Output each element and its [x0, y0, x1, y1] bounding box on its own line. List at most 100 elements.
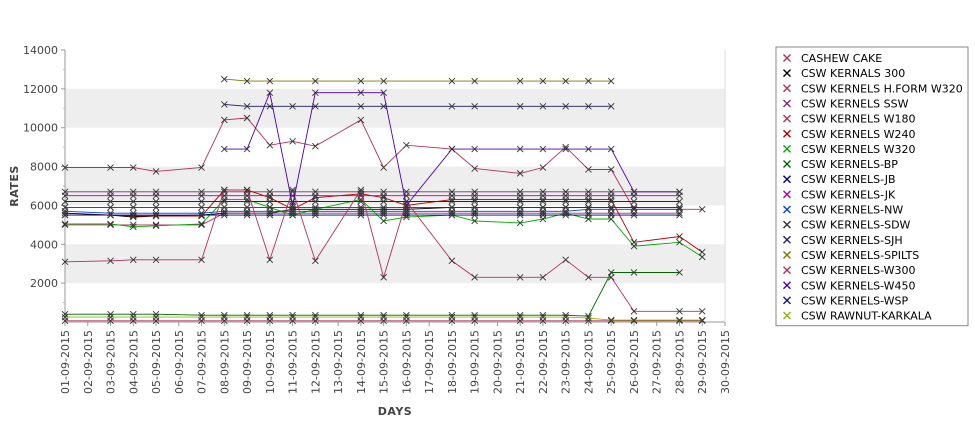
legend: CASHEW CAKE CSW KERNALS 300 CSW KERNELS H.…	[775, 46, 969, 327]
data-point	[266, 198, 274, 205]
data-point	[676, 211, 683, 219]
data-point	[61, 310, 69, 318]
data-point	[448, 313, 456, 321]
legend-marker	[783, 205, 791, 214]
data-point	[380, 217, 387, 225]
legend-marker	[783, 54, 791, 62]
data-point	[630, 269, 638, 276]
data-point	[585, 192, 592, 200]
data-point	[312, 313, 319, 321]
data-point	[107, 221, 114, 229]
legend-label: CSW KERNELS SSW	[801, 97, 909, 110]
data-point	[266, 204, 274, 211]
data-point	[471, 145, 478, 153]
data-point	[676, 188, 683, 196]
data-point	[107, 220, 114, 228]
data-point	[312, 103, 319, 110]
data-point	[220, 313, 228, 321]
x-tick-label: 02-09-2015	[82, 330, 95, 394]
legend-marker	[783, 84, 791, 93]
series-17	[61, 313, 706, 324]
legend-box	[775, 46, 969, 327]
data-point	[585, 211, 592, 219]
data-point	[266, 89, 274, 97]
legend-label: CSW KERNELS-JB	[801, 173, 896, 186]
x-tick-label: 27-09-2015	[651, 330, 664, 394]
data-point	[448, 204, 456, 211]
legend-marker	[783, 190, 791, 199]
series-9	[61, 192, 683, 200]
data-point	[266, 256, 274, 264]
data-point	[152, 222, 160, 230]
data-point	[562, 103, 570, 110]
legend-label: CSW KERNELS H.FORM W320	[801, 82, 963, 95]
data-point	[289, 103, 296, 110]
data-point	[698, 317, 706, 325]
series-line	[65, 272, 680, 317]
y-tick-label: 8000	[30, 161, 58, 174]
data-point	[380, 77, 387, 85]
series-16	[220, 101, 615, 110]
data-point	[630, 211, 638, 219]
data-point	[243, 186, 251, 194]
data-point	[516, 170, 524, 177]
data-point	[129, 223, 137, 231]
data-point	[403, 141, 410, 149]
data-point	[220, 186, 228, 194]
data-point	[471, 204, 478, 211]
x-tick-label: 21-09-2015	[514, 330, 527, 394]
legend-marker	[783, 99, 791, 108]
data-point	[471, 103, 478, 110]
data-point	[630, 242, 638, 250]
x-tick-label: 08-09-2015	[218, 330, 231, 394]
data-point	[585, 317, 592, 325]
data-point	[607, 145, 615, 153]
series-8	[61, 211, 683, 219]
legend-label: CSW KERNELS W180	[801, 113, 916, 126]
data-point	[676, 269, 683, 276]
data-point	[312, 204, 319, 211]
data-point	[243, 313, 251, 321]
data-point	[471, 313, 478, 321]
data-point	[357, 204, 365, 211]
legend-marker	[783, 220, 791, 229]
data-point	[539, 198, 547, 205]
data-point	[198, 192, 205, 200]
data-point	[676, 307, 683, 315]
data-point	[516, 103, 524, 110]
data-point	[448, 198, 456, 205]
legend-marker	[783, 311, 791, 320]
data-point	[198, 204, 205, 211]
data-point	[152, 209, 160, 217]
data-point	[448, 192, 456, 200]
data-point	[380, 273, 387, 281]
data-point	[585, 204, 592, 211]
data-point	[220, 101, 228, 108]
data-point	[676, 239, 683, 246]
data-point	[152, 192, 160, 200]
data-point	[220, 116, 228, 124]
legend-marker	[783, 129, 791, 138]
data-point	[357, 116, 365, 124]
data-point	[539, 192, 547, 200]
data-point	[698, 307, 706, 315]
legend-label: CSW KERNELS-JK	[801, 188, 896, 201]
x-tick-label: 19-09-2015	[469, 330, 482, 394]
data-point	[129, 198, 137, 205]
y-tick-label: 4000	[30, 238, 58, 251]
data-point	[220, 145, 228, 153]
data-point	[198, 212, 205, 220]
data-point	[607, 192, 615, 200]
x-axis: 01-09-2015 02-09-2015 03-09-2015 04-09-2015…	[59, 322, 732, 394]
data-point	[676, 198, 683, 205]
data-point	[152, 198, 160, 205]
data-point	[448, 257, 456, 265]
data-point	[380, 198, 387, 205]
data-point	[266, 77, 274, 85]
series-12	[61, 198, 683, 205]
data-point	[607, 77, 615, 85]
data-point	[562, 145, 570, 153]
data-point	[607, 273, 615, 281]
data-point	[630, 204, 638, 211]
data-point	[220, 198, 228, 205]
